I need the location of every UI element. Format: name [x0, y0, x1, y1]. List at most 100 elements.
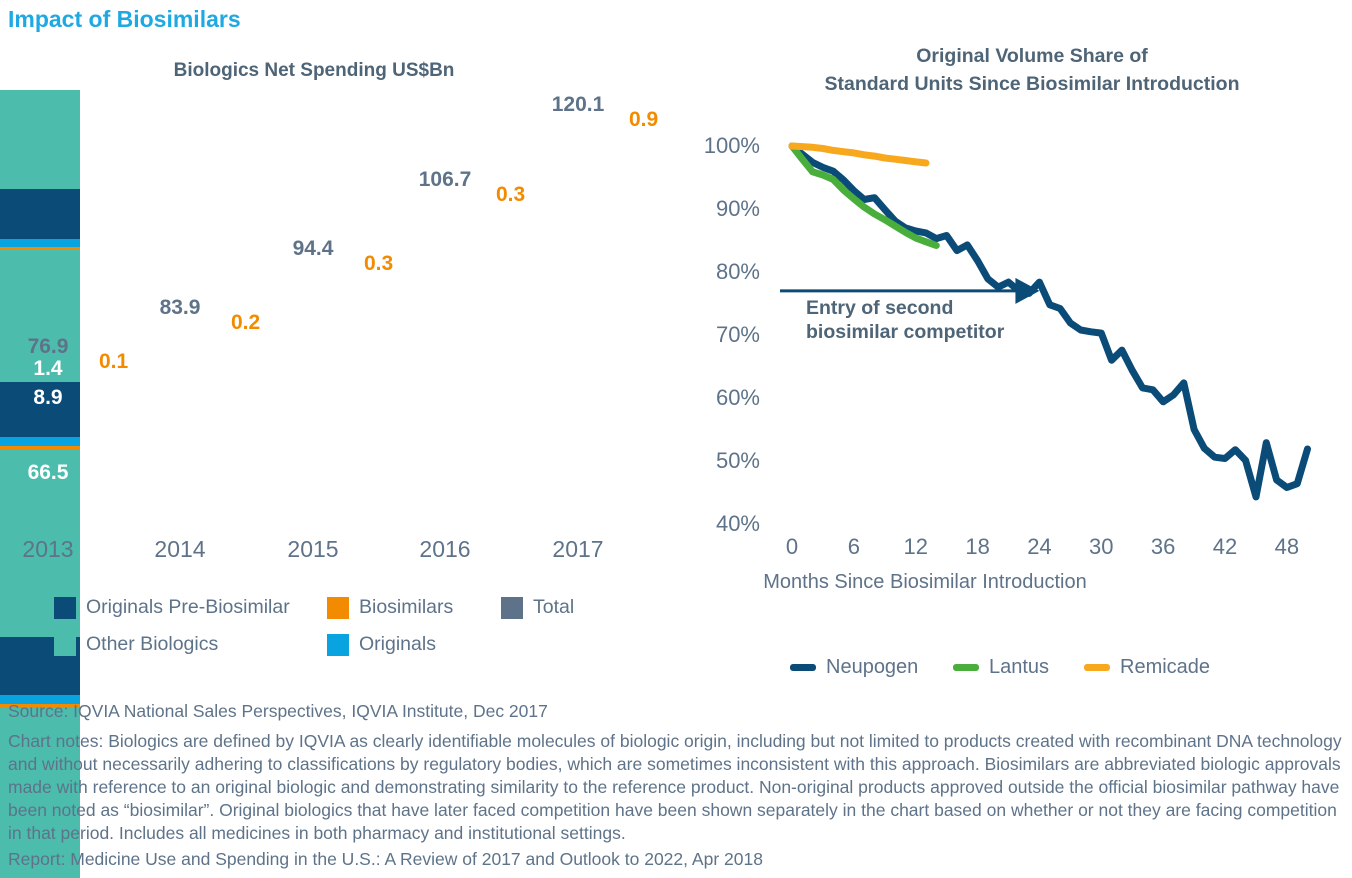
legend-label: Lantus — [989, 656, 1050, 678]
legend-label: Neupogen — [826, 656, 919, 678]
bar-segment-label: 10.6 — [557, 143, 599, 167]
y-tick-label: 50% — [715, 448, 760, 473]
legend-swatch — [54, 633, 76, 656]
x-tick-label: 30 — [1089, 534, 1114, 559]
biosimilar-value-label: 0.1 — [99, 349, 129, 373]
bar-segment — [0, 247, 80, 251]
series-line-neupogen — [788, 142, 1311, 501]
series-line-remicade — [788, 142, 930, 167]
bar-segment-label: 3.0 — [430, 194, 460, 218]
x-tick-label: 18 — [965, 534, 990, 559]
bar-segment-label: 8.5 — [430, 226, 460, 250]
bar-segment — [0, 707, 80, 878]
x-tick-label: 6 — [847, 534, 860, 559]
legend-item: Biosimilars — [327, 596, 453, 619]
bar-segment-label: 108.6 — [551, 341, 605, 365]
bar-chart: 66.5 8.9 1.4 76.9 0.1 2013 72.3 9.7 1.7 83.9 0.2 20… — [0, 90, 660, 878]
bar-total-label: 106.7 — [418, 167, 472, 191]
legend-label: Originals Pre-Biosimilar — [86, 596, 290, 618]
line-chart-legend: Neupogen Lantus Remicade — [690, 656, 1352, 686]
bar-segment — [0, 250, 80, 382]
legend-item: Other Biologics — [54, 633, 218, 656]
bar-total-label: 83.9 — [159, 295, 201, 319]
x-axis-year-label: 2017 — [552, 536, 604, 562]
bar-segment — [0, 239, 80, 248]
x-axis-year-label: 2014 — [154, 536, 206, 562]
legend-swatch — [327, 633, 349, 656]
x-tick-label: 42 — [1212, 534, 1238, 559]
legend-label: Remicade — [1120, 656, 1211, 678]
bar-segment — [0, 90, 80, 189]
bar-segment — [0, 704, 80, 708]
legend-label: Total — [533, 596, 575, 618]
bar-segment-label: 1.4 — [33, 356, 63, 380]
x-tick-label: 12 — [903, 534, 928, 559]
legend-item: Total — [501, 596, 574, 619]
legend-item: Lantus — [953, 656, 1049, 679]
legend-item: Remicade — [1084, 656, 1210, 679]
legend-swatch — [327, 596, 349, 619]
legend-line-swatch — [1084, 664, 1110, 671]
legend-label: Biosimilars — [359, 596, 454, 618]
legend-line-swatch — [790, 664, 816, 671]
bar-segment-label: 1.7 — [298, 259, 328, 283]
annotation-line2: biosimilar competitor — [806, 321, 1005, 343]
legend-label: Other Biologics — [86, 633, 219, 655]
x-axis-year-label: 2013 — [22, 536, 74, 562]
y-tick-label: 80% — [715, 259, 760, 284]
page-title: Impact of Biosimilars — [8, 6, 241, 32]
x-tick-label: 0 — [785, 534, 799, 559]
y-tick-label: 100% — [703, 133, 760, 158]
legend-swatch — [501, 596, 523, 619]
bar-segment-label: 94.9 — [424, 380, 466, 404]
x-axis-year-label: 2016 — [419, 536, 471, 562]
line-chart-svg — [780, 142, 1311, 501]
annotation-text: Entry of second biosimilar competitor — [806, 296, 1004, 344]
bar-chart-title: Biologics Net Spending US$Bn — [173, 60, 455, 81]
legend-item: Neupogen — [790, 656, 918, 679]
report-text: Report: Medicine Use and Spending in the… — [8, 849, 763, 869]
x-tick-label: 48 — [1274, 534, 1300, 559]
annotation-arrowhead — [1015, 277, 1040, 304]
bar-segment-label: 82.2 — [292, 416, 334, 440]
y-tick-label: 70% — [715, 322, 760, 347]
bar-segment-label: 1.7 — [165, 318, 195, 342]
legend-line-swatch — [953, 664, 979, 671]
legend-item: Originals Pre-Biosimilar — [54, 596, 290, 619]
legend-item: Originals — [327, 633, 436, 656]
line-chart-title-line2: Standard Units Since Biosimilar Introduc… — [824, 73, 1240, 95]
chart-notes-text: Chart notes: Biologics are defined by IQ… — [8, 731, 1342, 843]
bar-segment — [0, 436, 80, 447]
biosimilar-value-label: 0.2 — [231, 310, 261, 334]
x-axis-title: Months Since Biosimilar Introduction — [763, 571, 1087, 593]
y-tick-label: 90% — [715, 196, 760, 221]
bar-total-label: 76.9 — [27, 334, 69, 358]
x-tick-label: 24 — [1027, 534, 1052, 559]
bar-chart-legend: Originals Pre-Biosimilar Biosimilars Total… — [0, 585, 660, 660]
bar-total-label: 94.4 — [292, 236, 334, 260]
annotation-line1: Entry of second — [806, 297, 954, 319]
bar-segment — [0, 188, 80, 240]
y-tick-label: 60% — [715, 385, 760, 410]
biosimilar-value-label: 0.3 — [496, 182, 526, 206]
biosimilar-value-label: 0.3 — [364, 251, 394, 275]
bar-segment — [0, 694, 80, 705]
y-tick-label: 40% — [715, 511, 760, 536]
legend-swatch — [54, 596, 76, 619]
bar-segment-label: 10.3 — [292, 293, 334, 317]
line-chart-title-line1: Original Volume Share of — [916, 45, 1148, 67]
bar-total-label: 120.1 — [551, 93, 605, 117]
bar-segment — [0, 381, 80, 437]
x-tick-label: 36 — [1150, 534, 1176, 559]
bar-segment — [0, 446, 80, 450]
biosimilar-value-label: 0.9 — [629, 108, 659, 132]
series-line-lantus — [788, 142, 940, 249]
bar-segment-label: 9.7 — [165, 350, 195, 374]
x-axis-year-label: 2015 — [287, 536, 339, 562]
bar-segment-label: 66.5 — [27, 460, 69, 484]
line-chart: 100% 90% 80% 70% 60% 50% 40% 0 6 12 18 24 30 36 42 48 — [690, 120, 1352, 590]
source-text: Source: IQVIA National Sales Perspective… — [8, 701, 548, 721]
line-chart-title: Original Volume Share of Standard Units … — [712, 42, 1352, 98]
legend-label: Originals — [359, 633, 436, 655]
